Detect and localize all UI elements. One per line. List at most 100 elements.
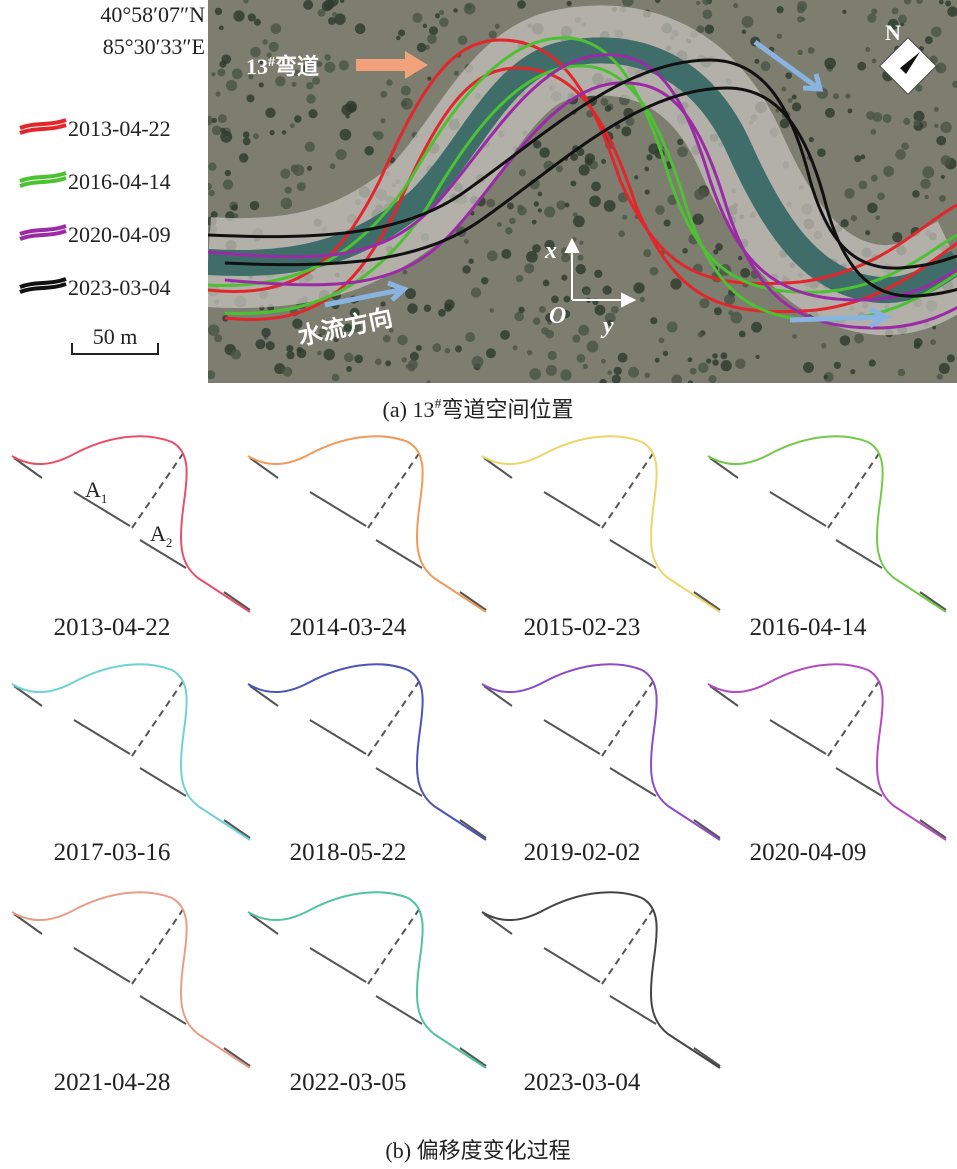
vegetation bbox=[324, 54, 331, 61]
vegetation bbox=[865, 47, 871, 52]
vegetation bbox=[945, 0, 952, 7]
vegetation bbox=[343, 323, 352, 332]
vegetation bbox=[233, 213, 239, 219]
segment-label-sub: 1 bbox=[101, 491, 108, 506]
vegetation bbox=[702, 0, 711, 6]
vegetation bbox=[611, 374, 621, 383]
panel bbox=[247, 435, 487, 613]
vegetation bbox=[741, 29, 747, 35]
vegetation bbox=[751, 321, 762, 333]
panel bbox=[481, 891, 721, 1069]
vegetation bbox=[808, 136, 814, 143]
vegetation bbox=[844, 188, 855, 199]
vegetation bbox=[602, 285, 612, 295]
bend-curve bbox=[247, 663, 487, 841]
vegetation bbox=[724, 294, 736, 306]
vegetation bbox=[290, 164, 299, 173]
vegetation bbox=[658, 337, 665, 344]
vegetation bbox=[872, 112, 883, 122]
caption-a-text: 弯道空间位置 bbox=[441, 397, 573, 422]
vegetation bbox=[250, 46, 261, 58]
reference-line bbox=[709, 685, 947, 839]
vegetation bbox=[845, 93, 851, 99]
scale-bar bbox=[71, 343, 159, 355]
vegetation bbox=[644, 166, 650, 172]
vegetation bbox=[947, 6, 957, 17]
vegetation bbox=[938, 362, 950, 374]
vegetation bbox=[331, 373, 340, 382]
vegetation bbox=[576, 353, 586, 363]
vegetation bbox=[561, 274, 568, 281]
vegetation bbox=[692, 213, 704, 225]
vegetation bbox=[317, 9, 326, 17]
vegetation bbox=[434, 13, 440, 19]
vegetation bbox=[289, 123, 295, 129]
vegetation bbox=[231, 204, 238, 211]
offset-line bbox=[367, 907, 421, 985]
vegetation bbox=[697, 331, 704, 338]
vegetation bbox=[280, 168, 291, 179]
vegetation bbox=[335, 149, 347, 160]
bend-curve bbox=[481, 891, 721, 1069]
vegetation bbox=[589, 195, 601, 208]
vegetation bbox=[233, 10, 245, 22]
vegetation bbox=[243, 0, 249, 4]
vegetation bbox=[936, 135, 947, 146]
legend-label: 2016-04-14 bbox=[68, 169, 171, 194]
vegetation bbox=[333, 336, 339, 343]
vegetation bbox=[738, 330, 746, 338]
vegetation bbox=[887, 18, 899, 30]
flow-arrow bbox=[324, 280, 409, 308]
vegetation bbox=[545, 312, 555, 323]
channel-bank bbox=[224, 81, 957, 330]
vegetation bbox=[485, 348, 496, 359]
bend-arrow bbox=[356, 51, 428, 79]
offset-line bbox=[131, 451, 185, 529]
vegetation bbox=[797, 0, 808, 12]
vegetation bbox=[258, 59, 264, 65]
vegetation bbox=[242, 131, 250, 139]
vegetation bbox=[423, 304, 432, 312]
vegetation bbox=[282, 366, 293, 377]
vegetation bbox=[728, 310, 734, 316]
vegetation bbox=[286, 344, 294, 353]
channel-bank bbox=[208, 58, 957, 270]
vegetation bbox=[754, 58, 760, 64]
vegetation bbox=[860, 154, 866, 160]
vegetation bbox=[533, 140, 542, 149]
vegetation bbox=[621, 126, 632, 137]
vegetation bbox=[867, 13, 877, 23]
vegetation bbox=[208, 370, 216, 380]
vegetation bbox=[646, 154, 653, 161]
arrow-head bbox=[564, 237, 580, 253]
vegetation bbox=[351, 322, 362, 333]
arrow-head bbox=[621, 292, 637, 308]
vegetation bbox=[687, 380, 694, 383]
vegetation bbox=[317, 350, 322, 356]
vegetation bbox=[867, 202, 878, 214]
vegetation bbox=[610, 305, 619, 314]
vegetation bbox=[328, 17, 336, 25]
bend-curve bbox=[707, 663, 947, 841]
vegetation bbox=[575, 264, 586, 275]
vegetation bbox=[514, 311, 524, 322]
vegetation bbox=[882, 113, 892, 124]
vegetation bbox=[323, 0, 335, 10]
vegetation bbox=[573, 215, 585, 228]
vegetation bbox=[471, 355, 484, 368]
vegetation bbox=[545, 364, 557, 376]
vegetation bbox=[409, 351, 419, 361]
panel bbox=[11, 891, 251, 1069]
vegetation bbox=[464, 239, 469, 244]
vegetation bbox=[316, 334, 322, 339]
vegetation bbox=[924, 36, 933, 45]
vegetation bbox=[518, 169, 527, 177]
vegetation bbox=[654, 357, 660, 363]
vegetation bbox=[220, 130, 233, 143]
vegetation bbox=[265, 107, 276, 119]
vegetation bbox=[952, 80, 957, 88]
vegetation bbox=[338, 60, 350, 71]
vegetation bbox=[339, 128, 352, 141]
vegetation bbox=[781, 86, 787, 92]
vegetation bbox=[388, 327, 394, 333]
